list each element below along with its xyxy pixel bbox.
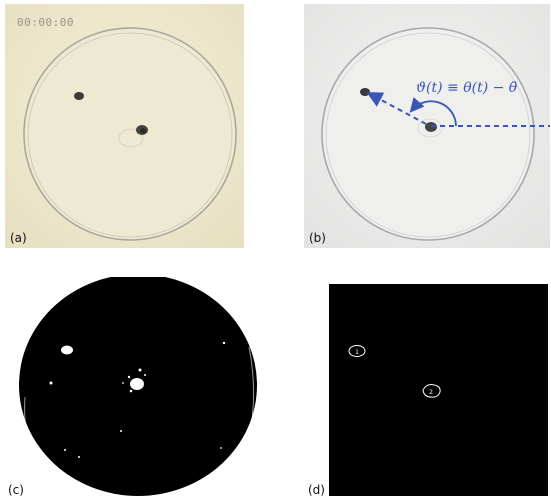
particle-1 (74, 92, 84, 100)
binary-panel (5, 277, 270, 497)
angle-arc (409, 97, 457, 127)
angle-equation: ϑ(t) ≡ θ(t) − θ̄ (416, 80, 518, 96)
blob-1 (61, 345, 73, 355)
angle-arrow (366, 92, 427, 125)
photo-panel-original: 00:00:00 (5, 4, 244, 248)
binary-threshold-image (5, 277, 270, 497)
contour-1 (348, 345, 366, 357)
panel-label-a: (a) (10, 231, 27, 245)
particle-1 (360, 88, 370, 96)
panel-label-b: (b) (309, 231, 326, 245)
annotated-dish-photo (304, 4, 550, 248)
contour-detection-image: 1 2 (329, 284, 548, 496)
contour-panel: 1 2 (329, 284, 548, 496)
petri-dish-photo (5, 4, 244, 248)
blob-2 (130, 378, 144, 390)
contour-label-1: 1 (355, 349, 359, 356)
panel-label-d: (d) (308, 483, 325, 497)
panel-label-c: (c) (8, 483, 24, 497)
video-timestamp: 00:00:00 (17, 16, 74, 29)
photo-panel-annotated (304, 4, 550, 248)
contour-label-2: 2 (429, 389, 433, 396)
contour-2 (422, 384, 441, 398)
